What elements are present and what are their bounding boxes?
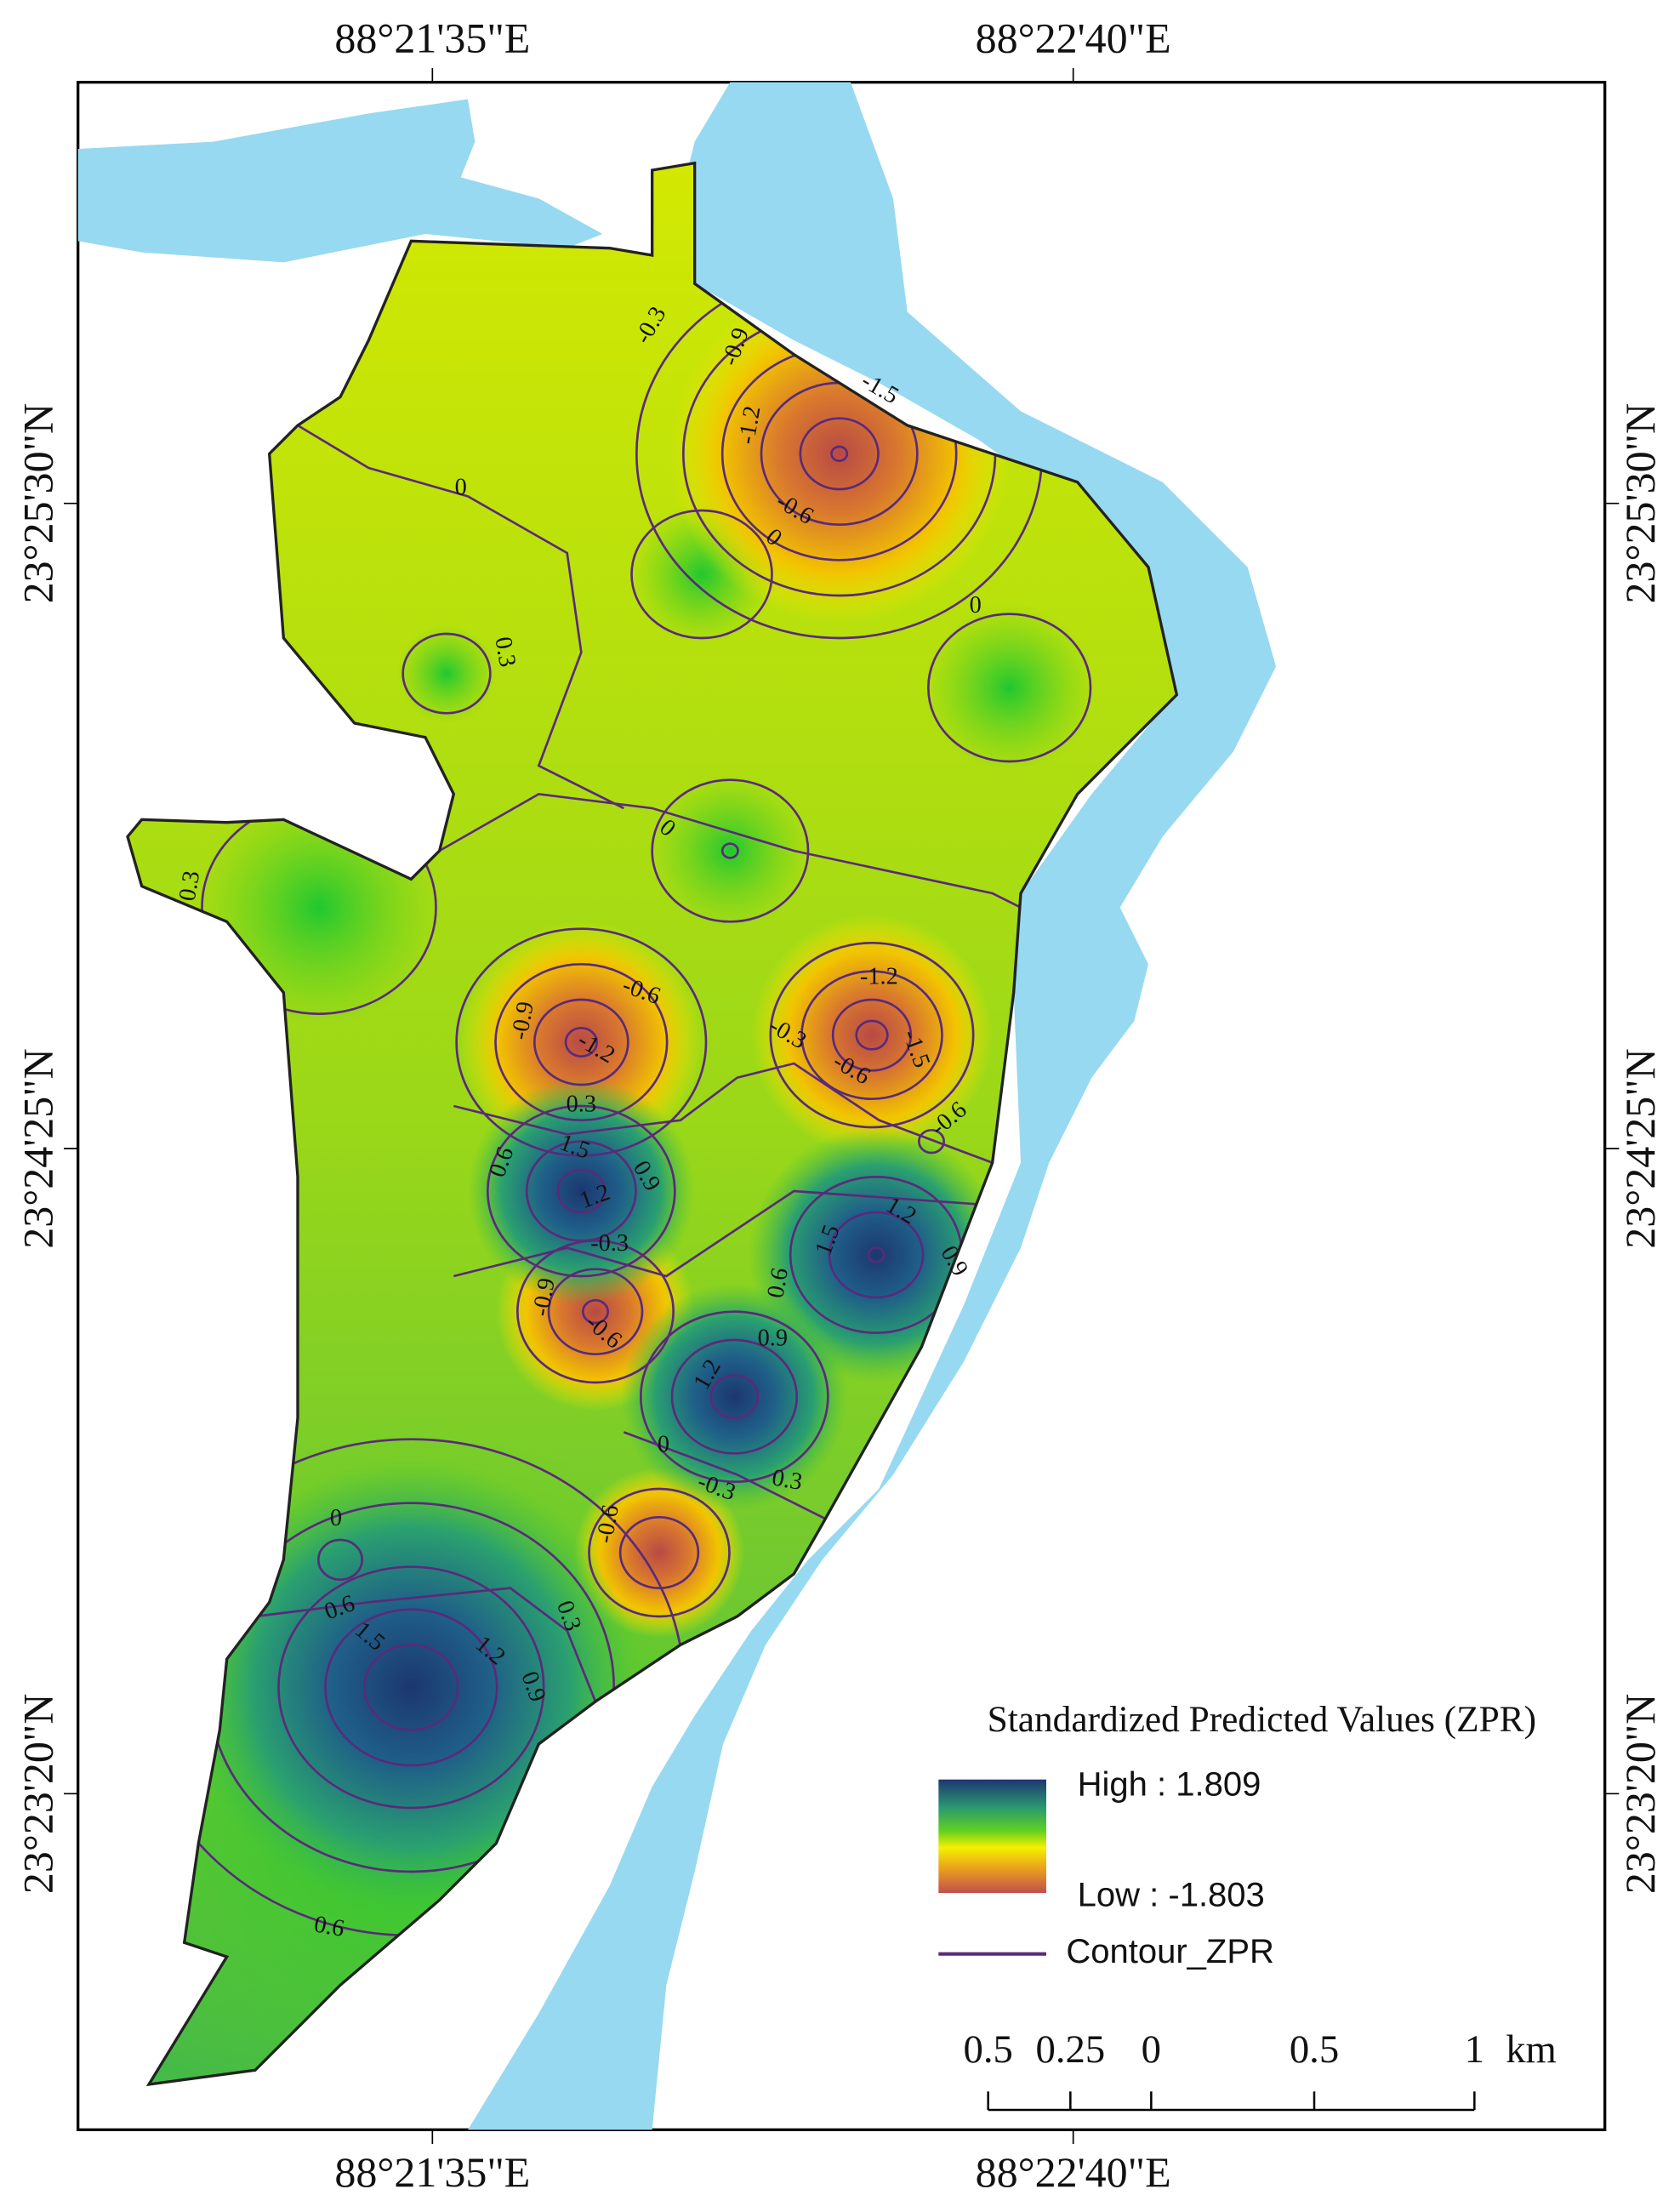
legend-high: High : 1.809	[1078, 1766, 1261, 1804]
longitude-label: 88°21'35"E	[334, 2148, 530, 2196]
contour-label: 0.3	[770, 1464, 804, 1496]
river-channel	[77, 99, 603, 263]
contour-line	[640, 1310, 829, 1483]
contour-label: -1.2	[860, 964, 898, 990]
latitude-label: 23°25'30"N	[1616, 403, 1664, 604]
contour-label: 0.6	[312, 1911, 346, 1942]
scale-label: 0.5	[1290, 2027, 1339, 2072]
longitude-label: 88°22'40"E	[976, 2148, 1171, 2196]
latitude-label: 23°25'30"N	[14, 403, 61, 604]
contour-line	[401, 632, 492, 715]
legend-title: Standardized Predicted Values (ZPR)	[988, 1699, 1536, 1740]
contour-line	[830, 445, 849, 462]
contour-line	[720, 842, 739, 859]
surface-blob	[621, 1283, 848, 1510]
contour-label: 0.3	[567, 1092, 596, 1118]
contour-label: 0	[455, 475, 467, 501]
contour-line	[670, 1338, 798, 1455]
contour-label: 0.3	[174, 869, 206, 903]
contour-line	[867, 1246, 886, 1263]
latitude-label: 23°24'25"N	[14, 1048, 61, 1249]
contour-line	[709, 1374, 760, 1419]
contour-line	[618, 1516, 700, 1589]
contour-label: -0.9	[507, 1000, 539, 1042]
contour-line	[651, 778, 810, 923]
scale-unit: km	[1506, 2027, 1557, 2072]
contour-line	[556, 1168, 607, 1214]
longitude-label: 88°21'35"E	[334, 14, 530, 61]
longitude-label: 88°22'40"E	[976, 14, 1171, 61]
scale-bar	[987, 2091, 1476, 2112]
contour-label: -1.2	[733, 404, 766, 447]
contour-line	[831, 998, 913, 1072]
surface-blob	[924, 602, 1095, 773]
contour-line	[277, 1565, 545, 1810]
surface-blob	[468, 1077, 695, 1305]
legend-ramp	[938, 1779, 1046, 1893]
contour-line	[363, 1644, 459, 1731]
scale-label: 0.5	[964, 2027, 1013, 2072]
contour-line	[588, 1487, 731, 1618]
contour-line	[799, 417, 880, 491]
contour-line	[533, 998, 629, 1086]
contour-line	[324, 1608, 498, 1767]
latitude-label: 23°24'25"N	[1616, 1048, 1664, 1249]
scale-label: 1	[1465, 2027, 1484, 2072]
scale-label: 0	[1142, 2027, 1161, 2072]
contour-label: 0	[330, 1505, 342, 1531]
contour-label: 0.6	[762, 1266, 794, 1300]
contour-line	[455, 927, 708, 1157]
contour-label: -0.6	[592, 1503, 624, 1546]
scale-label: 0.25	[1036, 2027, 1106, 2072]
legend-contour: Contour_ZPR	[1066, 1933, 1274, 1970]
surface-blob	[652, 772, 808, 929]
legend-low: Low : -1.803	[1078, 1877, 1265, 1914]
contour-label: 0.3	[489, 635, 521, 669]
contour-label: 0.9	[758, 1325, 788, 1352]
contour-line	[769, 942, 975, 1129]
contour-label: 0	[970, 592, 982, 619]
contour-line	[828, 1211, 925, 1299]
contour-line	[516, 1240, 675, 1384]
contour-label: -0.9	[528, 1276, 561, 1319]
contour-label: -0.3	[590, 1230, 629, 1257]
contour-line	[630, 509, 773, 640]
surface-blob	[751, 915, 993, 1156]
contour-line	[926, 613, 1092, 763]
contour-line	[494, 963, 669, 1121]
contour-line	[487, 1104, 676, 1278]
contour-line	[855, 1019, 889, 1051]
contour-line	[453, 1062, 994, 1164]
contour-line	[547, 1268, 644, 1355]
contour-line	[582, 1299, 610, 1325]
contour-label: 0	[658, 1432, 669, 1458]
latitude-label: 23°23'20"N	[14, 1694, 61, 1895]
contour-line	[918, 1129, 946, 1154]
latitude-label: 23°23'20"N	[1616, 1694, 1664, 1895]
contour-line	[623, 1431, 837, 1525]
contour-line	[297, 424, 624, 810]
contour-line	[254, 1587, 597, 1702]
contour-line	[439, 792, 1022, 909]
contour-line	[525, 1140, 637, 1242]
contour-line	[800, 970, 943, 1100]
surface-blob	[396, 624, 497, 723]
contour-line	[453, 1189, 993, 1278]
contour-line	[564, 1027, 598, 1058]
contour-line	[317, 1538, 364, 1582]
